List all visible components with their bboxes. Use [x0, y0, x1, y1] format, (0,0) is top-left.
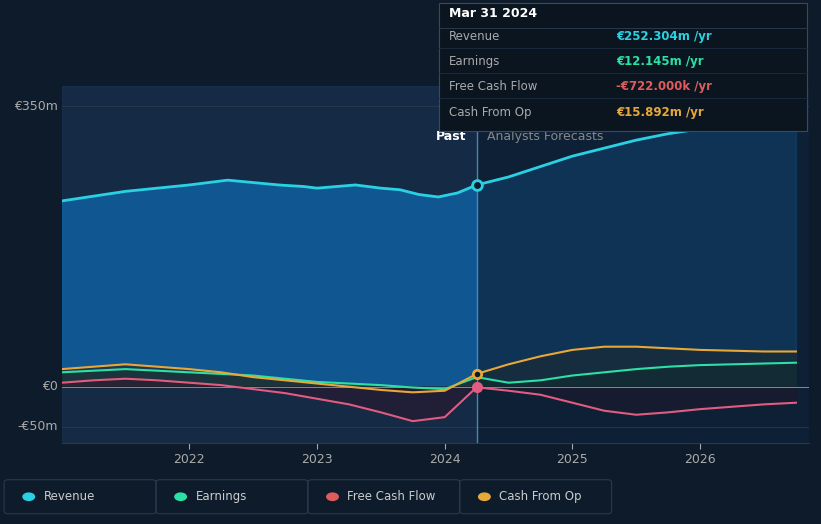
Text: Revenue: Revenue	[44, 490, 95, 503]
Text: €15.892m /yr: €15.892m /yr	[616, 106, 704, 118]
Text: €350m: €350m	[14, 100, 57, 113]
Text: Revenue: Revenue	[449, 30, 501, 43]
Text: Earnings: Earnings	[195, 490, 247, 503]
Text: Earnings: Earnings	[449, 56, 501, 68]
Text: Mar 31 2024: Mar 31 2024	[449, 7, 537, 20]
Text: Cash From Op: Cash From Op	[499, 490, 581, 503]
Bar	[62, 86, 477, 443]
Text: Free Cash Flow: Free Cash Flow	[449, 81, 538, 93]
Text: Past: Past	[436, 130, 466, 144]
Text: €252.304m /yr: €252.304m /yr	[616, 30, 712, 43]
Text: €0: €0	[42, 380, 57, 393]
Text: -€722.000k /yr: -€722.000k /yr	[616, 81, 712, 93]
Text: Cash From Op: Cash From Op	[449, 106, 531, 118]
Text: Free Cash Flow: Free Cash Flow	[347, 490, 436, 503]
Text: -€50m: -€50m	[17, 420, 57, 433]
Text: €12.145m /yr: €12.145m /yr	[616, 56, 704, 68]
Text: Analysts Forecasts: Analysts Forecasts	[487, 130, 603, 144]
